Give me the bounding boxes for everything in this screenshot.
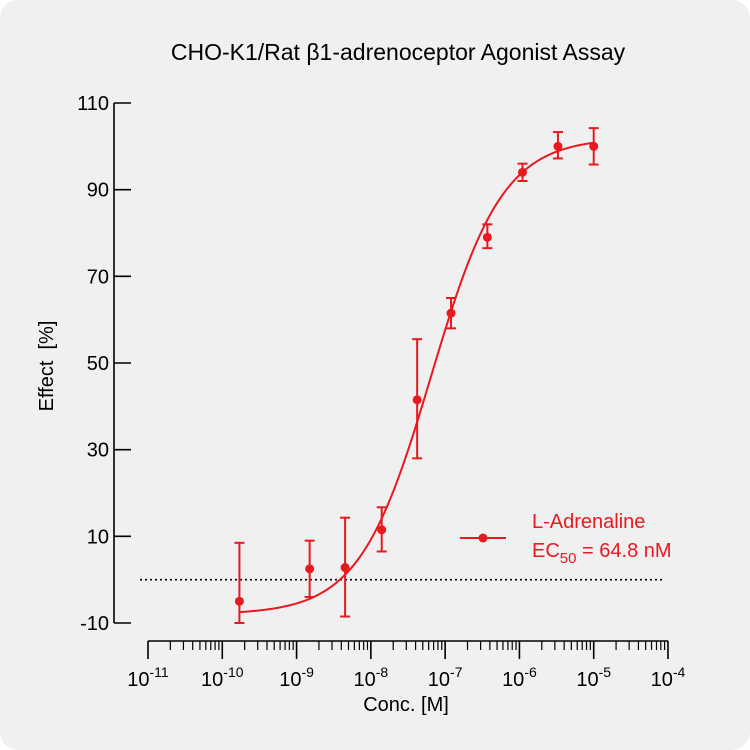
x-tick-label: 10-8: [354, 664, 389, 691]
y-axis-label: Effect [%]: [36, 321, 58, 412]
chart-title: CHO-K1/Rat β1-adrenoceptor Agonist Assay: [171, 39, 626, 65]
x-tick-label: 10-7: [428, 664, 463, 691]
y-tick-label: 70: [87, 266, 109, 288]
data-point: [377, 525, 387, 535]
plot-area: [140, 127, 662, 624]
y-tick-label: -10: [80, 613, 109, 635]
data-point: [340, 563, 350, 573]
data-point: [234, 596, 244, 606]
y-tick-label: 30: [87, 440, 109, 462]
legend-marker: [478, 533, 488, 543]
data-point: [305, 564, 315, 574]
legend-ec50: EC50 = 64.8 nM: [532, 540, 672, 567]
y-tick-label: 10: [87, 526, 109, 548]
x-tick-label: 10-10: [201, 664, 244, 691]
data-point: [482, 232, 492, 242]
data-point: [518, 167, 528, 177]
data-point: [553, 141, 563, 151]
data-point: [412, 395, 422, 405]
y-tick-label: 110: [77, 93, 109, 115]
data-point: [446, 308, 456, 318]
axes: -10 10 30 50 70 90 110 10-11 10-10 10-9 10-8 10-7 10…: [77, 93, 685, 691]
y-tick-label: 90: [87, 180, 109, 202]
y-tick-label: 50: [87, 353, 109, 375]
legend-series-name: L-Adrenaline: [532, 511, 645, 533]
x-axis-label: Conc. [M]: [363, 694, 449, 716]
data-point: [589, 141, 599, 151]
x-tick-label: 10-5: [576, 664, 611, 691]
x-tick-label: 10-9: [279, 664, 314, 691]
x-tick-label: 10-6: [502, 664, 537, 691]
legend: L-Adrenaline EC50 = 64.8 nM: [460, 511, 672, 567]
x-tick-label: 10-4: [651, 664, 686, 691]
x-tick-label: 10-11: [127, 664, 169, 691]
